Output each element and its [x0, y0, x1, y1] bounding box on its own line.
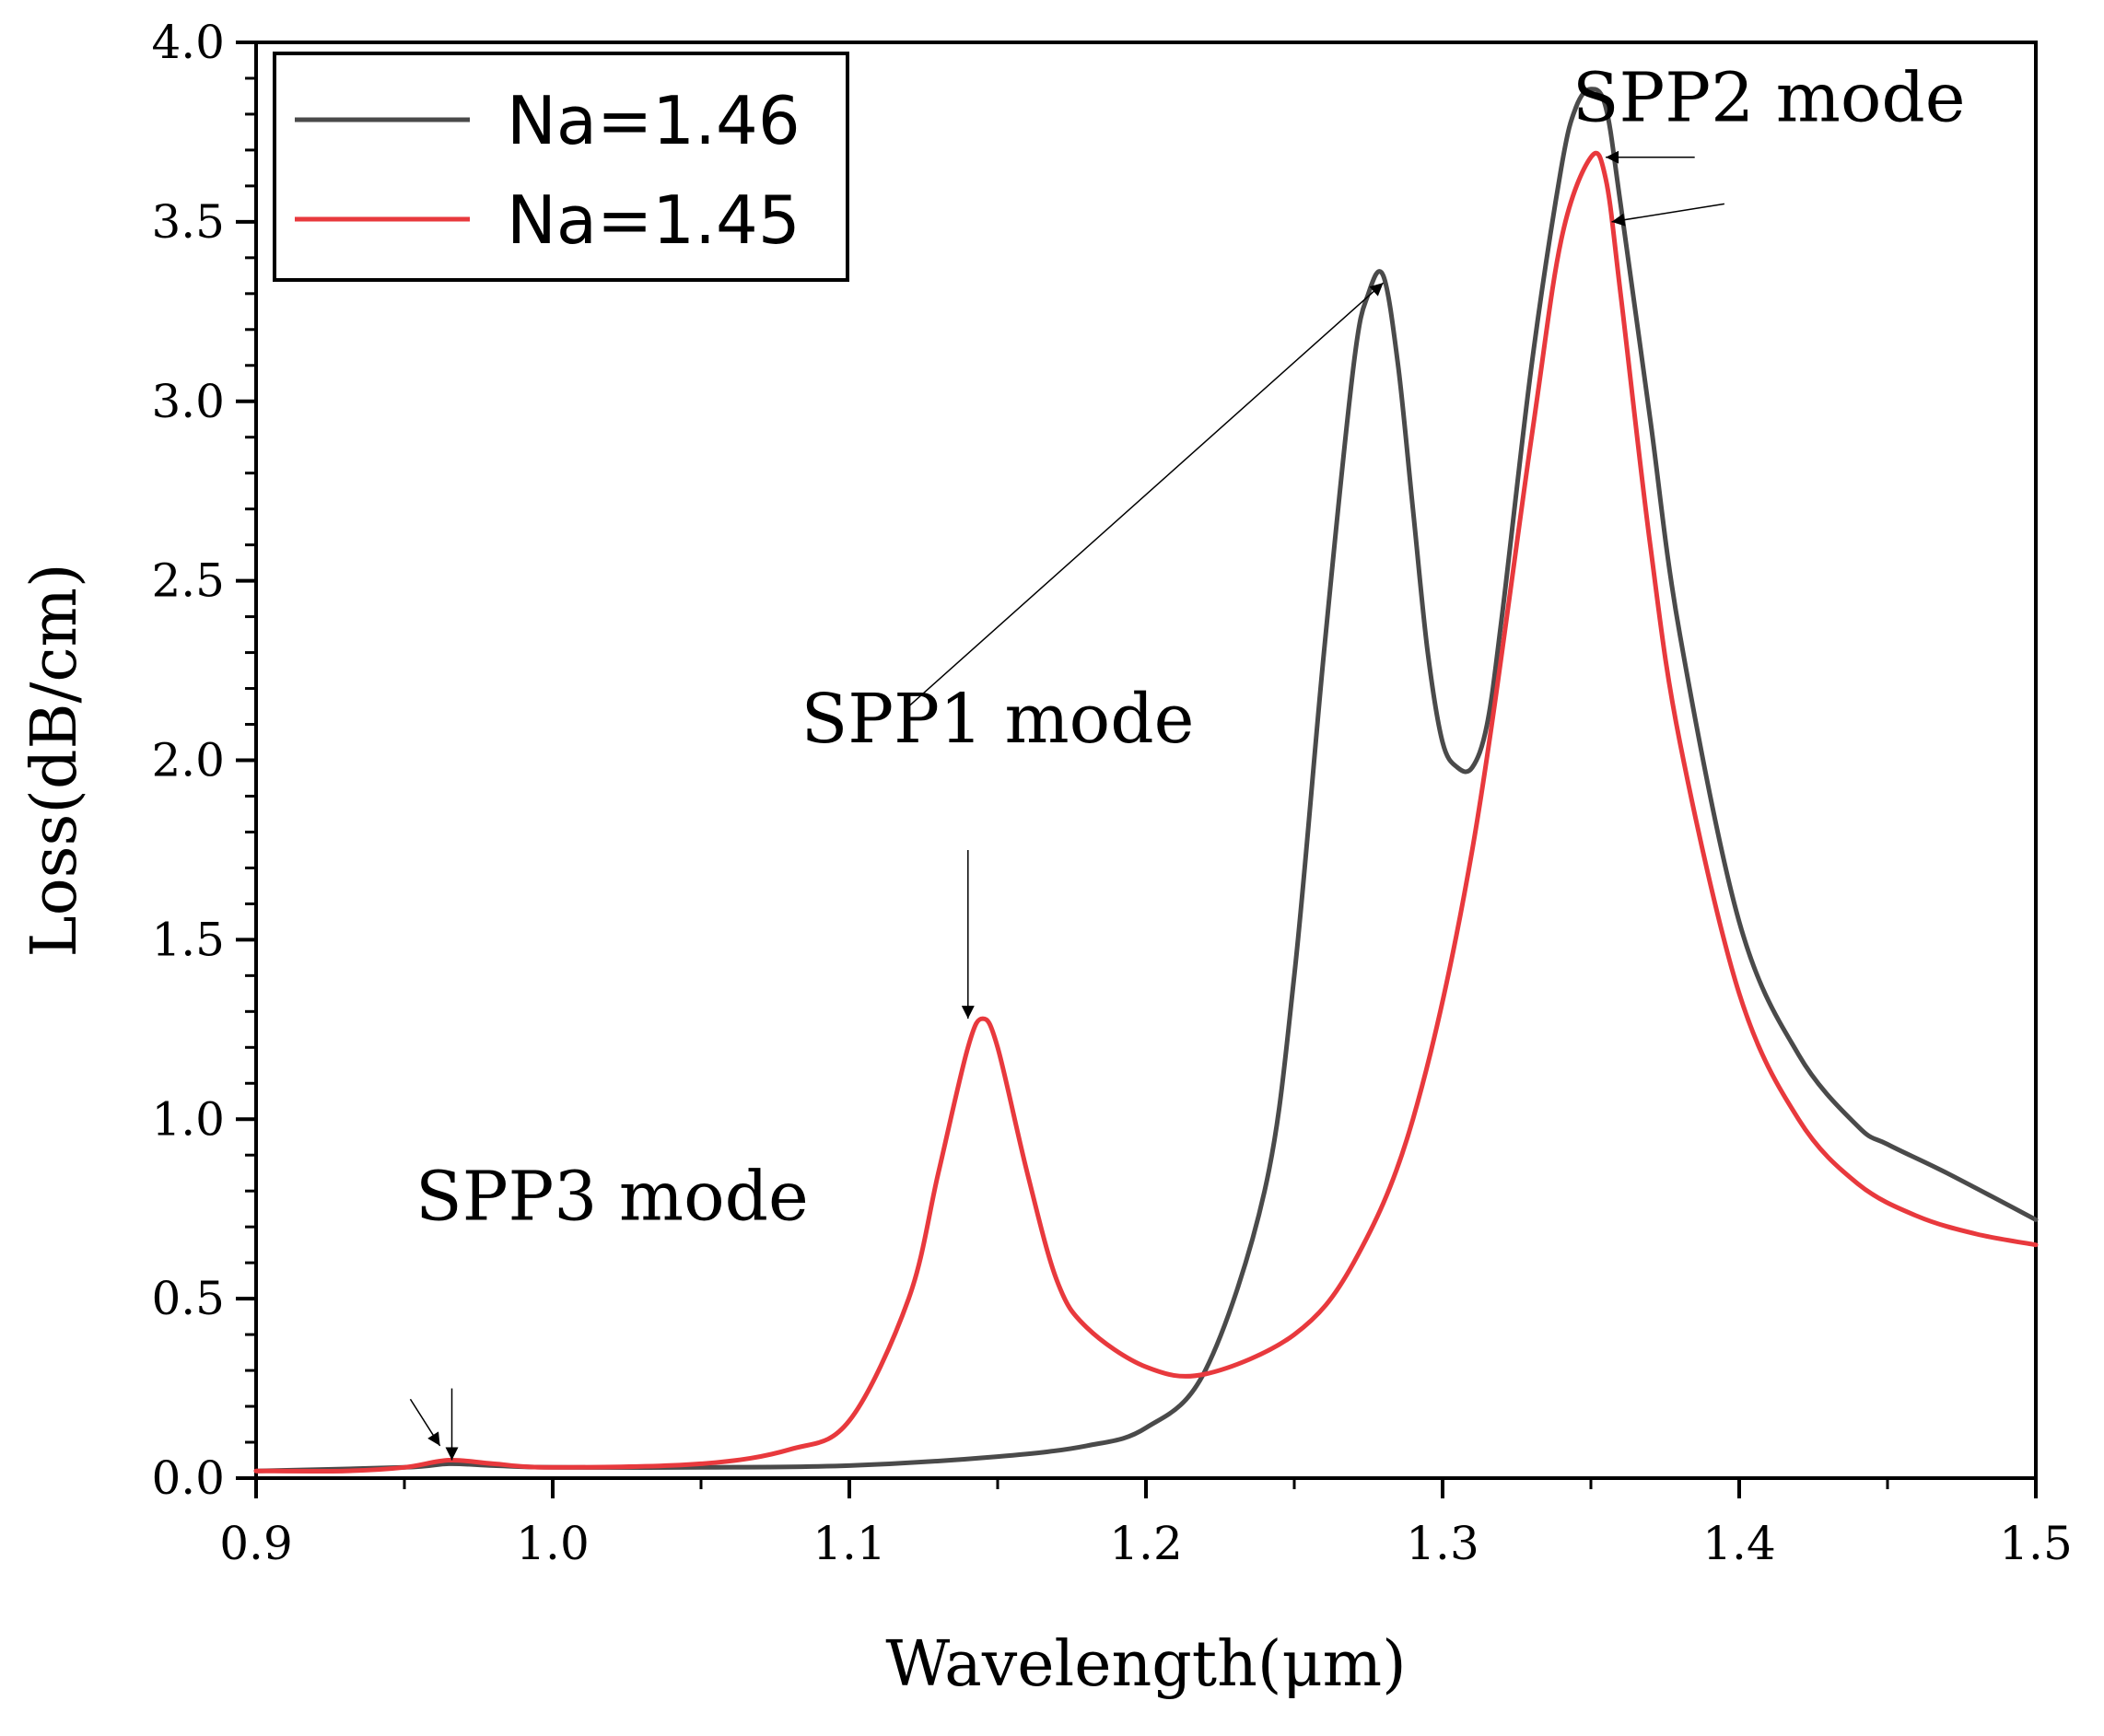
y-tick-label: 2.0 — [151, 734, 225, 787]
x-tick-label: 1.2 — [1109, 1517, 1183, 1570]
y-tick-label: 2.5 — [151, 554, 225, 608]
annotation-arrow — [409, 1398, 441, 1447]
legend: Na=1.46 Na=1.45 — [273, 52, 849, 282]
x-tick-label: 1.0 — [516, 1517, 590, 1570]
y-tick-label: 4.0 — [151, 16, 225, 69]
y-tick-label: 3.5 — [151, 195, 225, 249]
y-axis-title: Loss(dB/cm) — [18, 564, 91, 958]
legend-label: Na=1.45 — [507, 181, 801, 259]
axis-layer: Wavelength(μm) Loss(dB/cm) 0.9 1.0 1.1 1.2 1… — [18, 16, 2073, 1701]
y-tick-label: 0.5 — [151, 1272, 225, 1325]
x-tick-label: 1.5 — [1999, 1517, 2073, 1570]
x-tick-label: 1.4 — [1702, 1517, 1776, 1570]
annotation-label: SPP1 mode — [801, 680, 1195, 759]
series-line-1 — [253, 87, 2039, 1474]
legend-label: Na=1.46 — [507, 82, 801, 159]
y-tick-label: 3.0 — [151, 375, 225, 428]
annotation-arrow — [1611, 203, 1725, 227]
arrow-layer — [409, 150, 1725, 1461]
x-axis-title: Wavelength(μm) — [885, 1628, 1406, 1701]
x-tick-label: 0.9 — [219, 1517, 293, 1570]
annotation-arrow — [907, 282, 1385, 707]
y-tick-label: 1.0 — [151, 1092, 225, 1146]
x-tick-label: 1.1 — [812, 1517, 886, 1570]
annotation-label: SPP3 mode — [415, 1157, 809, 1236]
legend-box — [273, 52, 849, 282]
series-line-2 — [253, 150, 2039, 1474]
x-tick-label: 1.3 — [1406, 1517, 1479, 1570]
annotation-label: SPP2 mode — [1572, 59, 1966, 138]
y-tick-label: 1.5 — [151, 913, 225, 966]
y-tick-label: 0.0 — [151, 1451, 225, 1505]
series-layer — [253, 87, 2039, 1474]
annotation-layer: SPP1 mode SPP2 mode SPP3 mode — [415, 59, 1966, 1237]
